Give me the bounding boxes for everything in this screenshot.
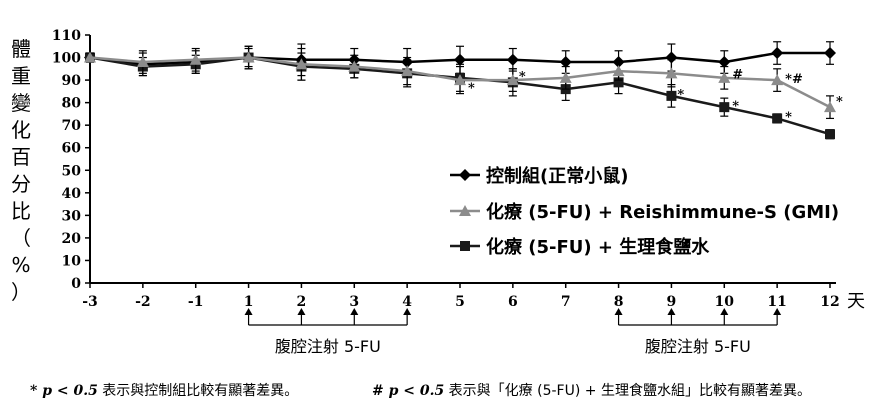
- injection-label: 腹腔注射 5-FU: [645, 337, 751, 356]
- saline-series-point: [666, 90, 677, 101]
- x-tick-label: 8: [614, 294, 624, 310]
- significance-marker: *#: [785, 72, 803, 87]
- gmi-series-point: [824, 101, 836, 113]
- gmi-series-point: [242, 51, 255, 63]
- control-series-point: [559, 56, 572, 69]
- x-tick-label: 5: [455, 294, 465, 310]
- x-tick-label: -2: [135, 294, 151, 310]
- significance-marker: *: [732, 99, 739, 114]
- y-axis-label-char: 重: [11, 64, 31, 88]
- x-tick-label: 12: [820, 294, 839, 310]
- gmi-series-point: [612, 65, 625, 77]
- legend-gmi-label: 化療 (5-FU) + Reishimmune-S (GMI): [486, 201, 839, 223]
- y-tick-label: 80: [62, 96, 82, 112]
- y-tick-label: 20: [62, 231, 82, 247]
- significance-marker: *: [836, 94, 843, 109]
- control-series-point: [454, 53, 466, 66]
- x-tick-label: 9: [667, 294, 677, 310]
- x-tick-label: 1: [244, 294, 254, 310]
- control-series-point: [718, 56, 731, 69]
- y-axis-label-char: 比: [11, 199, 31, 223]
- y-axis-label-char: 分: [11, 172, 31, 196]
- gmi-series-point: [136, 56, 149, 68]
- injection-arrow: [244, 308, 253, 315]
- gmi-series-point: [665, 67, 678, 79]
- gmi-series-point: [189, 53, 202, 65]
- x-tick-label: -3: [82, 294, 98, 310]
- legend-gmi-point: [459, 205, 471, 216]
- y-tick-label: 110: [52, 28, 81, 44]
- gmi-series-point: [84, 51, 96, 63]
- gmi-series-point: [348, 60, 361, 72]
- saline-series-point: [719, 102, 730, 113]
- x-tick-label: 3: [349, 294, 359, 310]
- legend-saline-point: [460, 241, 470, 251]
- injection-arrow: [720, 308, 729, 315]
- injection-arrow: [614, 308, 623, 315]
- y-tick-label: 90: [62, 73, 82, 89]
- control-series-point: [506, 53, 519, 66]
- y-tick-label: 30: [62, 208, 82, 224]
- gmi-series-point: [401, 65, 414, 77]
- injection-arrow: [350, 308, 359, 315]
- footnote-right-text: 表示與「化療 (5-FU) + 生理食鹽水組」比較有顯著差異。: [444, 383, 811, 399]
- y-tick-label: 70: [62, 118, 82, 134]
- gmi-series-point: [718, 71, 731, 83]
- saline-series-point: [772, 113, 783, 124]
- significance-marker: *: [677, 88, 684, 103]
- y-tick-label: 50: [62, 163, 82, 179]
- legend-control-point: [459, 169, 471, 181]
- injection-label: 腹腔注射 5-FU: [275, 337, 381, 356]
- y-axis-label-char: （: [11, 226, 31, 250]
- gmi-series-point: [295, 58, 308, 70]
- footnote-left-text: 表示與控制組比較有顯著差異。: [97, 383, 299, 399]
- y-axis-label-char: 百: [11, 145, 31, 169]
- significance-marker: #: [732, 67, 743, 82]
- y-axis-label-char: ）: [11, 280, 31, 304]
- injection-arrow: [773, 308, 782, 315]
- y-tick-label: 100: [52, 51, 81, 67]
- footnote-right-symbol: # p < 0.5: [372, 383, 445, 399]
- footnote-control-significance: * p < 0.5 表示與控制組比較有顯著差異。: [30, 380, 298, 400]
- control-series-point: [665, 51, 678, 64]
- legend-saline-label: 化療 (5-FU) + 生理食鹽水: [486, 236, 710, 258]
- footnote-left-symbol: * p < 0.5: [30, 383, 98, 399]
- significance-marker: *: [468, 81, 475, 96]
- control-series-point: [771, 47, 784, 60]
- y-axis-label-char: 體: [11, 37, 31, 61]
- x-tick-label: 4: [402, 294, 412, 310]
- x-tick-label: 7: [561, 294, 571, 310]
- injection-arrow: [403, 308, 412, 315]
- y-axis-label-char: 變: [11, 91, 31, 115]
- y-tick-label: 60: [62, 141, 82, 157]
- y-axis-label-char: 化: [11, 118, 31, 142]
- saline-series-point: [613, 77, 624, 88]
- x-tick-label: -1: [188, 294, 204, 310]
- gmi-series-point: [454, 74, 466, 86]
- gmi-series-point: [506, 74, 519, 86]
- injection-arrow: [297, 308, 306, 315]
- saline-series-point: [825, 129, 835, 140]
- y-tick-label: 10: [62, 253, 82, 269]
- gmi-series-point: [559, 71, 572, 83]
- x-tick-label: 6: [508, 294, 518, 310]
- x-tick-label: 11: [767, 294, 786, 310]
- significance-marker: *: [785, 110, 792, 125]
- legend-control-label: 控制組(正常小鼠): [486, 165, 628, 187]
- y-tick-label: 40: [62, 186, 82, 202]
- x-tick-label: 2: [297, 294, 307, 310]
- injection-arrow: [667, 308, 676, 315]
- x-tick-label: 10: [715, 294, 735, 310]
- y-tick-label: 0: [71, 276, 81, 292]
- x-axis-unit: 天: [847, 291, 865, 312]
- significance-marker: *: [519, 70, 526, 85]
- gmi-series-point: [771, 74, 784, 86]
- control-series-point: [824, 47, 836, 60]
- y-axis-label-char: %: [11, 253, 30, 277]
- footnote-saline-significance: # p < 0.5 表示與「化療 (5-FU) + 生理食鹽水組」比較有顯著差異…: [372, 380, 811, 400]
